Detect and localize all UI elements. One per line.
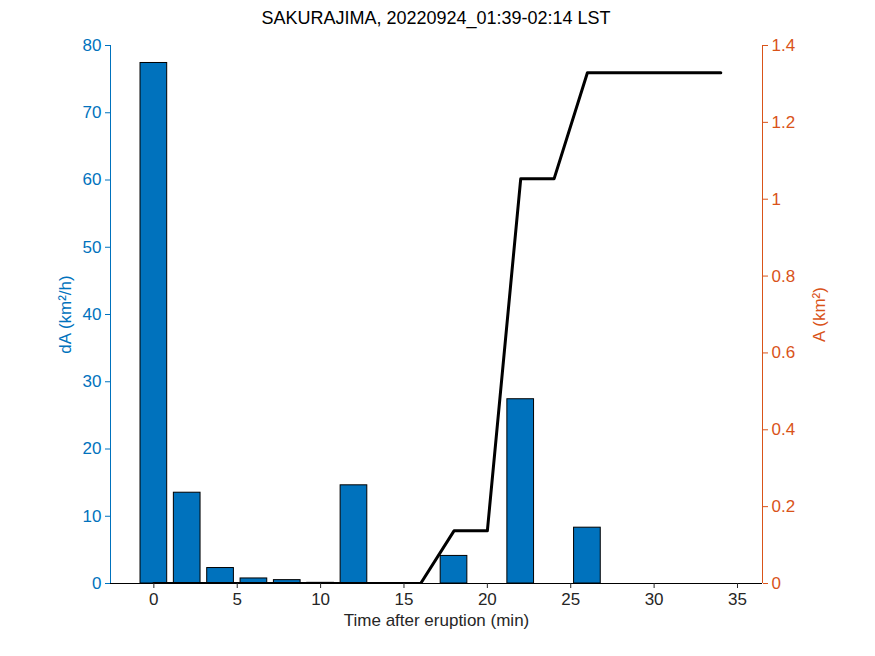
svg-text:20: 20	[83, 439, 102, 458]
svg-text:35: 35	[728, 590, 747, 609]
svg-text:10: 10	[83, 507, 102, 526]
svg-text:80: 80	[83, 36, 102, 55]
svg-text:30: 30	[83, 372, 102, 391]
svg-text:60: 60	[83, 170, 102, 189]
svg-text:1.4: 1.4	[772, 36, 796, 55]
svg-text:0.8: 0.8	[772, 267, 796, 286]
svg-text:1.2: 1.2	[772, 113, 796, 132]
svg-text:0.6: 0.6	[772, 343, 796, 362]
svg-text:dA (km²/h): dA (km²/h)	[56, 275, 75, 353]
svg-text:0.4: 0.4	[772, 420, 796, 439]
svg-text:0: 0	[92, 574, 101, 593]
svg-text:1: 1	[772, 190, 781, 209]
svg-text:0: 0	[149, 590, 158, 609]
svg-text:40: 40	[83, 305, 102, 324]
html-text:SAKURAJIMA, 20220924_01:39-02:: SAKURAJIMA, 20220924_01:39-02:14 LST	[261, 8, 611, 28]
svg-text:50: 50	[83, 238, 102, 257]
svg-text:Time after eruption (min): Time after eruption (min)	[344, 611, 529, 630]
svg-text:20: 20	[478, 590, 497, 609]
svg-text:70: 70	[83, 103, 102, 122]
svg-text:0.2: 0.2	[772, 497, 796, 516]
svg-text:A (km²): A (km²)	[810, 287, 829, 342]
svg-text:0: 0	[772, 574, 781, 593]
svg-text:10: 10	[311, 590, 330, 609]
svg-text:5: 5	[232, 590, 241, 609]
svg-text:25: 25	[561, 590, 580, 609]
svg-text:30: 30	[645, 590, 664, 609]
svg-text:15: 15	[395, 590, 414, 609]
